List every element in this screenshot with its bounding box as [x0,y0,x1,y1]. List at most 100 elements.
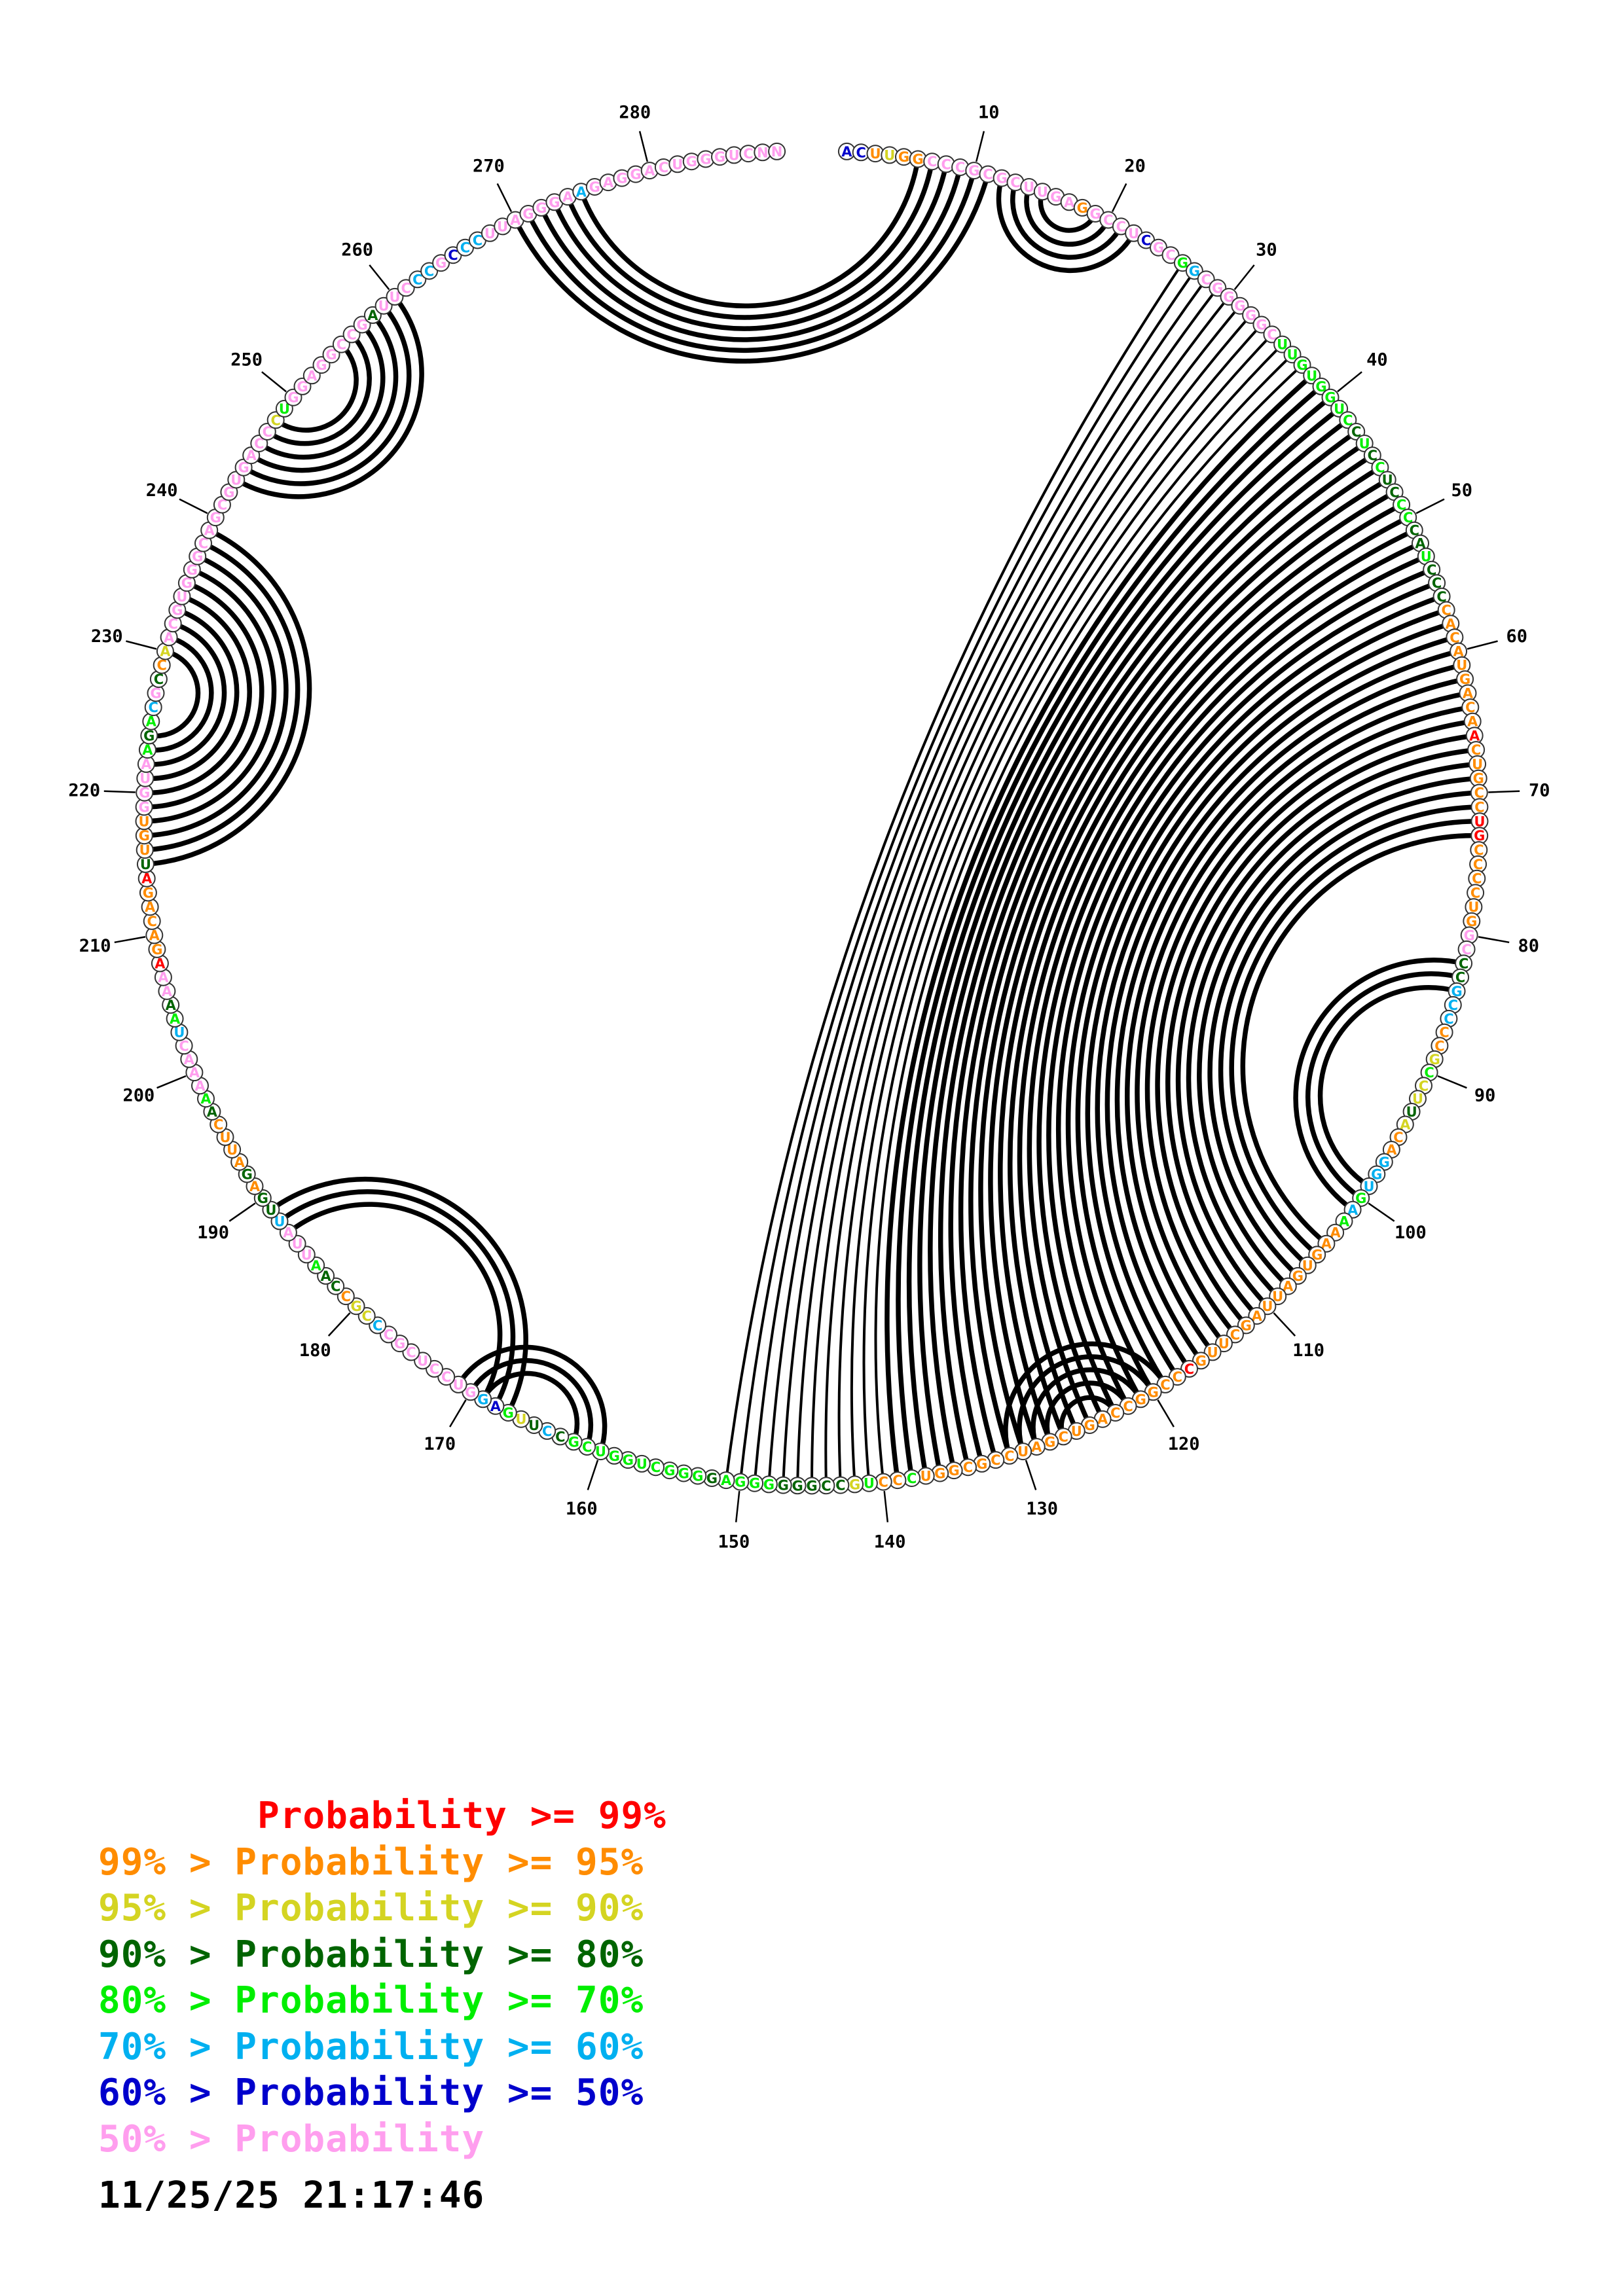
nucleotide-label: A [1469,728,1480,744]
nucleotide-label: U [274,1213,285,1229]
nucleotide-label: G [1379,1155,1390,1170]
nucleotide-label: A [184,1052,195,1067]
tick-label: 140 [874,1532,906,1552]
nucleotide-label: U [279,401,290,417]
nucleotide-label: U [515,1412,526,1427]
basepair-arc [147,649,201,739]
nucleotide-label: U [139,771,151,787]
nucleotide-label: U [1359,436,1370,452]
nucleotide-label: C [821,1478,831,1494]
basepair-arc [143,528,312,867]
tick-label: 260 [341,240,373,260]
nucleotide-label: C [1470,886,1480,901]
basepair-arc [468,1358,594,1450]
tick-line [1368,1202,1395,1222]
nucleotide-label: C [878,1475,888,1490]
nucleotide-label: C [263,424,272,440]
tick-label: 280 [619,102,651,122]
nucleotide-label: C [384,1327,393,1342]
nucleotide-label: G [1459,672,1470,687]
nucleotide-label: G [435,255,447,271]
nucleotide-label: C [1474,799,1484,815]
nucleotide-nodes: A C U U G G C C C G C G C U U G A G G C C U C G C GGCGGGGGCUUGUGG… [135,142,1489,1495]
nucleotide-label: G [139,785,150,801]
nucleotide-label: A [1446,616,1457,632]
nucleotide-label: U [1382,473,1393,488]
nucleotide-label: C [856,145,866,160]
nucleotide-label: C [337,337,346,353]
nucleotide-label: C [1403,510,1413,526]
nucleotide-label: G [549,194,560,210]
basepair-arc [1017,1354,1156,1454]
nucleotide-label: C [1410,523,1419,539]
basepair-arc [1240,833,1482,1246]
tick-line [1467,640,1498,650]
nucleotide-label: G [187,562,198,578]
tick-line [883,1490,889,1522]
nucleotide-circle[interactable] [768,142,786,160]
basepair-arc [811,314,1252,1487]
nucleotide-label: G [735,1475,746,1490]
tick-line [1415,498,1445,514]
basepair-arc [978,477,1390,1454]
basepair-arc [565,158,935,320]
basepair-arc [948,440,1367,1467]
nucleotide-label: G [609,1448,620,1464]
nucleotide-label: A [1064,194,1075,210]
nucleotide-label: C [1396,497,1406,513]
basepair-arc [480,1371,580,1444]
basepair-arc [1197,776,1481,1289]
nucleotide-label: C [154,672,164,687]
nucleotide-label: C [1439,1025,1449,1041]
tick-line [638,131,649,162]
tick-label: 160 [566,1499,598,1519]
nucleotide-label: A [1321,1236,1332,1252]
nucleotide-label: A [194,1078,206,1094]
nucleotide-label: C [907,1471,917,1486]
legend-entry-60: 70% > Probability >= 60% [98,2025,644,2068]
nucleotide-label: U [140,857,151,872]
nucleotide-label: G [1315,379,1326,395]
nucleotide-label: C [1103,213,1113,228]
nucleotide-label: C [1444,1011,1453,1027]
nucleotide-label: G [714,149,725,165]
nucleotide-label: C [168,616,177,632]
nucleotide-label: A [490,1399,501,1414]
basepair-arc [143,621,227,767]
basepair-arc [837,332,1273,1487]
nucleotide-label: C [1448,997,1458,1013]
legend-entry-80: 90% > Probability >= 80% [98,1933,644,1976]
basepair-arc [1065,594,1444,1402]
nucleotide-label: G [763,1477,775,1492]
tick-label: 110 [1292,1340,1324,1361]
nucleotide-label: G [1473,771,1484,787]
basepair-arc [739,270,1196,1484]
nucleotide-label: N [757,145,769,160]
nucleotide-label: U [1468,899,1479,915]
nucleotide-label: C [448,247,458,263]
tick-label: 30 [1256,240,1277,260]
nucleotide-label: A [234,1155,246,1170]
basepair-arc [1059,1395,1118,1439]
nucleotide-label: C [1110,1405,1120,1421]
nucleotide-label: C [1472,871,1482,887]
nucleotide-label: G [1429,1052,1440,1067]
nucleotide-label: C [1343,412,1353,428]
nucleotide-label: A [1415,536,1426,552]
nucleotide-label: G [616,171,627,187]
basepair-arc [456,1344,608,1454]
basepair-arc [1044,1380,1131,1444]
basepair-arc [938,429,1359,1470]
nucleotide-label: A [1031,1439,1042,1455]
nucleotide-label: G [192,549,203,565]
basepair-arc [1027,541,1423,1428]
nucleotide-label: A [145,899,156,915]
nucleotide-label: G [1084,1418,1095,1433]
nucleotide-label: A [320,1268,331,1284]
basepair-arc [1186,761,1480,1299]
basepair-arc [248,312,399,473]
nucleotide-label: U [1037,184,1048,200]
nucleotide-label: U [1262,1299,1273,1314]
tick-line [228,1202,256,1222]
nucleotide-label: C [406,1344,416,1360]
